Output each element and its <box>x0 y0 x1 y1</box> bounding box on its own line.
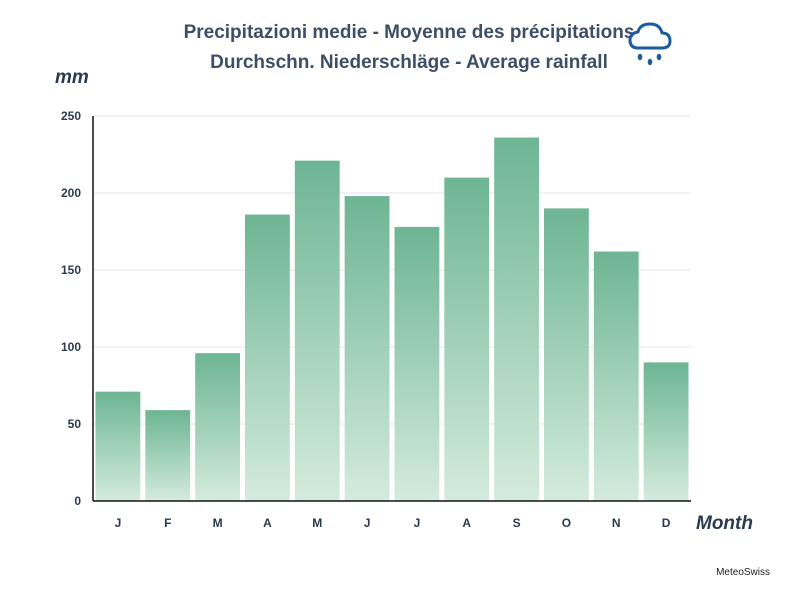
x-tick-label: J <box>364 516 371 530</box>
x-tick-label: A <box>462 516 471 530</box>
x-tick-label: J <box>115 516 122 530</box>
x-tick-label: M <box>312 516 322 530</box>
rain-cloud-icon <box>628 22 672 66</box>
y-tick-label: 150 <box>61 263 81 277</box>
x-tick-label: J <box>414 516 421 530</box>
bar-8 <box>494 137 539 501</box>
x-tick-label: N <box>612 516 621 530</box>
bar-1 <box>145 410 191 501</box>
bars <box>95 137 689 501</box>
x-tick-label: A <box>263 516 272 530</box>
source-credit: MeteoSwiss <box>716 567 770 578</box>
x-tick-label: F <box>164 516 171 530</box>
y-tick-label: 200 <box>61 186 81 200</box>
bar-0 <box>95 391 141 501</box>
bar-11 <box>643 362 689 501</box>
y-axis-label: mm <box>55 67 89 88</box>
gridlines <box>93 115 691 425</box>
x-tick-label: O <box>562 516 571 530</box>
bar-5 <box>344 196 390 501</box>
bar-6 <box>394 226 440 501</box>
chart-title-line-2: Durchschn. Niederschläge - Average rainf… <box>210 52 608 73</box>
x-tick-label: S <box>513 516 521 530</box>
bar-4 <box>294 160 340 501</box>
x-tick-label: D <box>662 516 671 530</box>
x-axis-label: Month <box>696 513 753 534</box>
y-tick-label: 0 <box>74 494 81 508</box>
bar-3 <box>245 214 290 501</box>
y-tick-labels: 0 50 100 150 200 250 <box>61 109 81 508</box>
y-tick-label: 100 <box>61 340 81 354</box>
y-tick-label: 250 <box>61 109 81 123</box>
bar-7 <box>444 177 490 501</box>
x-tick-label: M <box>213 516 223 530</box>
bar-2 <box>195 353 240 501</box>
chart-title-line-1: Precipitazioni medie - Moyenne des préci… <box>184 22 635 43</box>
bar-9 <box>544 208 589 501</box>
bar-10 <box>593 251 639 501</box>
y-tick-label: 50 <box>68 417 82 431</box>
